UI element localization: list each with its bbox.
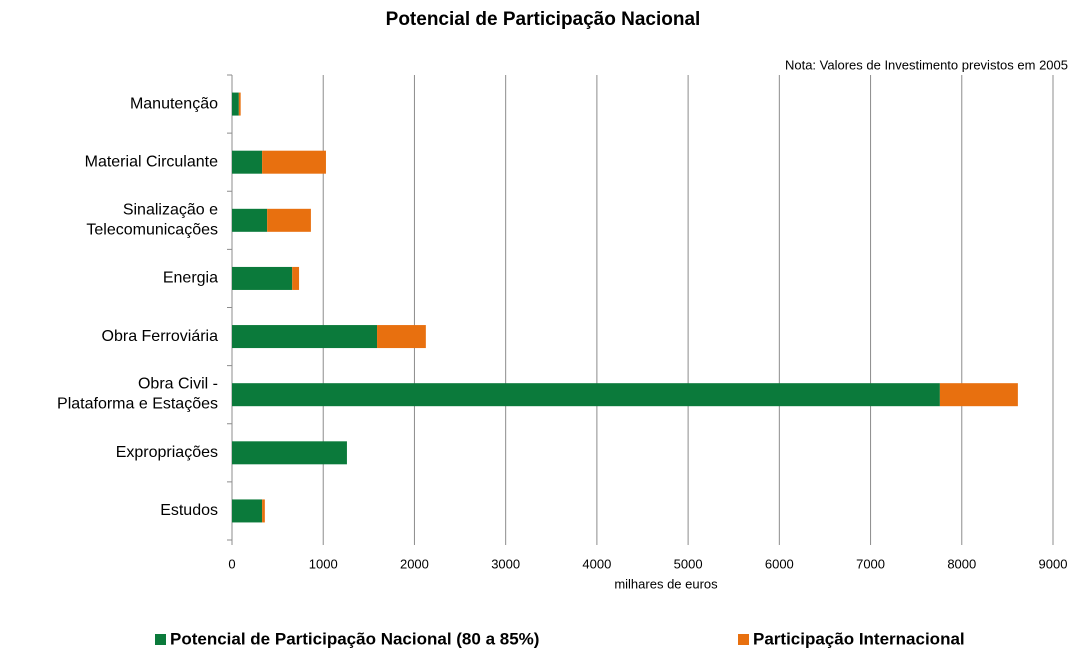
y-tick-label: Energia: [163, 270, 218, 287]
legend-swatch: [155, 634, 166, 645]
bar-segment: [232, 150, 263, 174]
bar-segment: [377, 325, 426, 349]
bar-segment: [262, 150, 326, 174]
y-tick-label: Material Circulante: [85, 153, 218, 170]
bar-segment: [232, 266, 293, 290]
x-tick-label: 8000: [947, 556, 976, 571]
legend-label: Participação Internacional: [753, 629, 965, 648]
bar-segment: [262, 499, 265, 523]
bar-segment: [267, 208, 311, 232]
x-tick-label: 9000: [1039, 556, 1068, 571]
x-tick-label: 5000: [674, 556, 703, 571]
x-tick-label: 6000: [765, 556, 794, 571]
bar-segment: [232, 208, 268, 232]
legend-label: Potencial de Participação Nacional (80 a…: [170, 629, 539, 648]
y-tick-label: Obra Civil -Plataforma e Estações: [57, 376, 218, 413]
chart-title: Potencial de Participação Nacional: [386, 9, 701, 30]
bar-segment: [232, 441, 347, 465]
x-tick-label: 4000: [582, 556, 611, 571]
bar-segment: [292, 266, 300, 290]
y-tick-label: Sinalização e Telecomunicações: [86, 202, 218, 239]
bar-segment: [939, 383, 1018, 407]
annotation: Nota: Valores de Investimento previstos …: [785, 57, 1068, 72]
x-tick-label: 0: [228, 556, 235, 571]
bar-segment: [232, 325, 378, 349]
y-tick-label: Expropriações: [116, 444, 218, 461]
y-tick-label: Obra Ferroviária: [102, 328, 219, 345]
x-axis-label: milhares de euros: [614, 576, 718, 591]
y-tick-label: Manutenção: [130, 95, 218, 112]
x-tick-label: 3000: [491, 556, 520, 571]
x-tick-label: 2000: [400, 556, 429, 571]
legend-swatch: [738, 634, 749, 645]
bar-segment: [232, 499, 263, 523]
bar-segment: [232, 92, 239, 116]
x-tick-label: 7000: [856, 556, 885, 571]
bar-segment: [238, 92, 241, 116]
bar-segment: [232, 383, 940, 407]
x-tick-label: 1000: [309, 556, 338, 571]
y-tick-label: Estudos: [160, 502, 218, 519]
